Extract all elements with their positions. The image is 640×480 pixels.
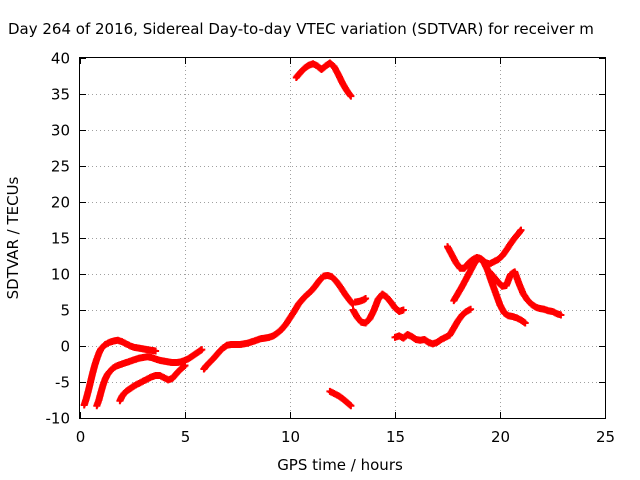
y-tick-label: 20	[51, 194, 70, 212]
series-arc8	[351, 294, 370, 306]
data-point-marker	[521, 319, 529, 327]
series-arc11	[450, 254, 529, 327]
y-axis-label: SDTVAR / TECUs	[4, 176, 22, 299]
series-arc9	[391, 305, 475, 348]
series-arc10	[444, 226, 525, 272]
y-tick-label: -10	[46, 410, 71, 428]
data-point-marker	[399, 306, 407, 314]
data-point-marker	[152, 347, 160, 355]
axis-ticks: 0 5 10 15 20 25 -10 -5 0 5 10 15 20 25 30 35 40	[46, 50, 616, 447]
y-tick-label: 25	[51, 158, 70, 176]
series-arc2	[93, 346, 206, 410]
y-tick-label: 35	[51, 86, 70, 104]
y-tick-label: 40	[51, 50, 70, 68]
data-point-marker	[347, 92, 355, 100]
series-arc6	[326, 387, 355, 410]
x-tick-label: 25	[596, 428, 615, 446]
data-point-marker	[198, 346, 206, 354]
x-tick-label: 10	[281, 428, 300, 446]
x-tick-label: 0	[76, 428, 86, 446]
data-point-marker	[517, 226, 525, 234]
y-tick-label: 5	[60, 302, 70, 320]
x-axis-label: GPS time / hours	[277, 456, 403, 474]
x-tick-label: 20	[491, 428, 510, 446]
x-tick-label: 5	[181, 428, 191, 446]
data-point-marker	[362, 294, 370, 302]
x-tick-label: 15	[386, 428, 405, 446]
series-arc1	[80, 336, 160, 409]
data-point-marker	[347, 402, 355, 410]
series-arc12	[486, 268, 565, 319]
data-point-marker	[467, 305, 475, 313]
series-arc3	[116, 361, 189, 405]
grid	[80, 58, 605, 418]
data-point-marker	[181, 361, 189, 369]
data-series	[80, 59, 565, 410]
data-point-marker	[557, 311, 565, 319]
plot-frame	[79, 57, 606, 419]
series-arc4	[200, 271, 357, 373]
y-tick-label: 10	[51, 266, 70, 284]
series-arc5	[292, 59, 355, 100]
y-tick-label: -5	[55, 374, 70, 392]
y-tick-label: 30	[51, 122, 70, 140]
series-arc7	[349, 290, 407, 327]
chart-title: Day 264 of 2016, Sidereal Day-to-day VTE…	[8, 20, 594, 38]
y-tick-label: 15	[51, 230, 70, 248]
y-tick-label: 0	[60, 338, 70, 356]
